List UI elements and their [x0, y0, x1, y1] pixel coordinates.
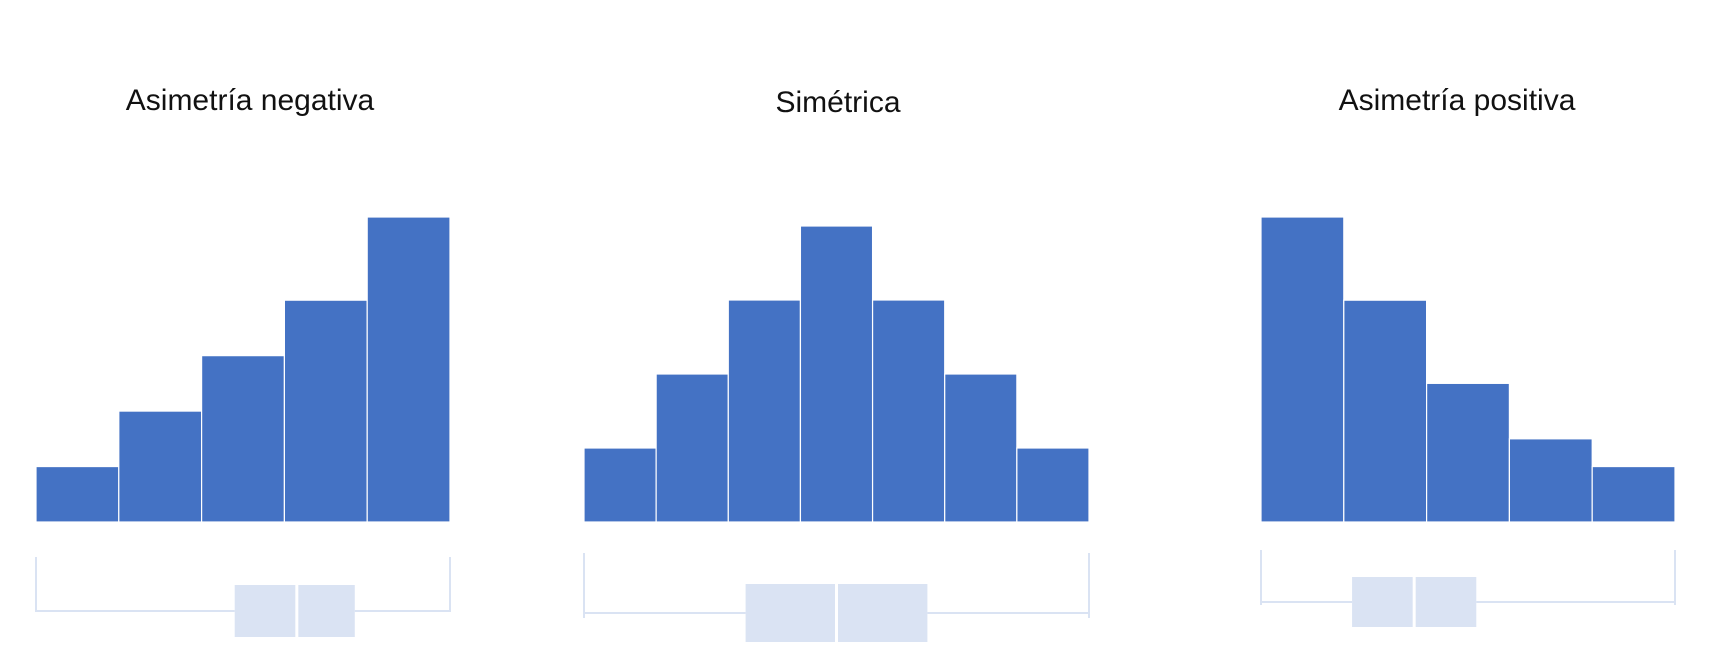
chart-title: Asimetría positiva: [1339, 84, 1576, 117]
histogram-bar: [1016, 447, 1090, 523]
histogram-bar: [1591, 465, 1676, 523]
histogram-bar: [871, 299, 946, 523]
boxplot-positive: [1260, 550, 1676, 627]
boxplot-box-lower: [1352, 577, 1413, 627]
histogram-bar: [944, 373, 1018, 523]
histogram-bar: [118, 410, 203, 523]
histogram-bar: [655, 373, 729, 523]
boxplot-symmetric: [583, 553, 1090, 642]
histogram-bar: [799, 225, 874, 523]
bars-symmetric: [583, 225, 1090, 523]
histogram-bar: [1425, 382, 1510, 523]
boxplot-box-upper: [838, 584, 928, 642]
chart-title: Simétrica: [775, 86, 900, 119]
boxplot-box-upper: [298, 585, 355, 637]
histogram-bar: [283, 299, 368, 523]
histogram-bar: [583, 447, 657, 523]
boxplot-box-lower: [234, 585, 296, 637]
histogram-bar: [1343, 299, 1428, 523]
bars-positive: [1260, 216, 1676, 523]
boxplot-box-upper: [1415, 577, 1477, 627]
boxplot-box-lower: [745, 584, 835, 642]
histogram-panel-positive: Asimetría positiva: [1260, 84, 1676, 627]
bars-negative: [35, 216, 451, 523]
histogram-panel-symmetric: Simétrica: [583, 86, 1090, 642]
histogram-bar: [727, 299, 802, 523]
histogram-bar: [1260, 216, 1345, 523]
histogram-panel-negative: Asimetría negativa: [35, 84, 451, 637]
histogram-bar: [1508, 438, 1593, 523]
histogram-bar: [366, 216, 451, 523]
histogram-bar: [201, 355, 286, 523]
chart-title: Asimetría negativa: [126, 84, 375, 117]
histogram-bar: [35, 465, 120, 523]
boxplot-negative: [35, 557, 451, 637]
